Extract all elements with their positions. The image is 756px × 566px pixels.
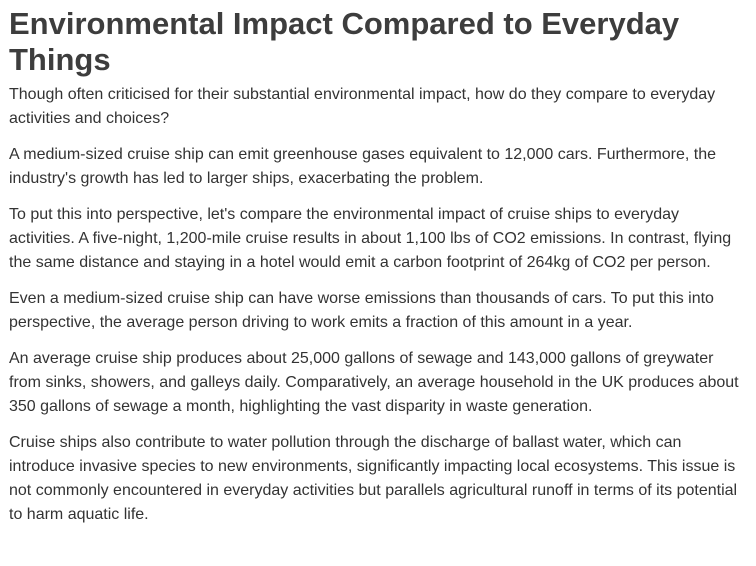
- paragraph: Cruise ships also contribute to water po…: [9, 434, 738, 523]
- paragraph: An average cruise ship produces about 25…: [9, 350, 739, 415]
- paragraph: A medium-sized cruise ship can emit gree…: [9, 146, 717, 187]
- paragraph: Even a medium-sized cruise ship can have…: [9, 290, 714, 331]
- paragraph: Though often criticised for their substa…: [9, 86, 716, 127]
- article: Environmental Impact Compared to Everyda…: [9, 6, 739, 523]
- heading: Environmental Impact Compared to Everyda…: [9, 6, 680, 77]
- paragraph: To put this into perspective, let's comp…: [9, 206, 732, 271]
